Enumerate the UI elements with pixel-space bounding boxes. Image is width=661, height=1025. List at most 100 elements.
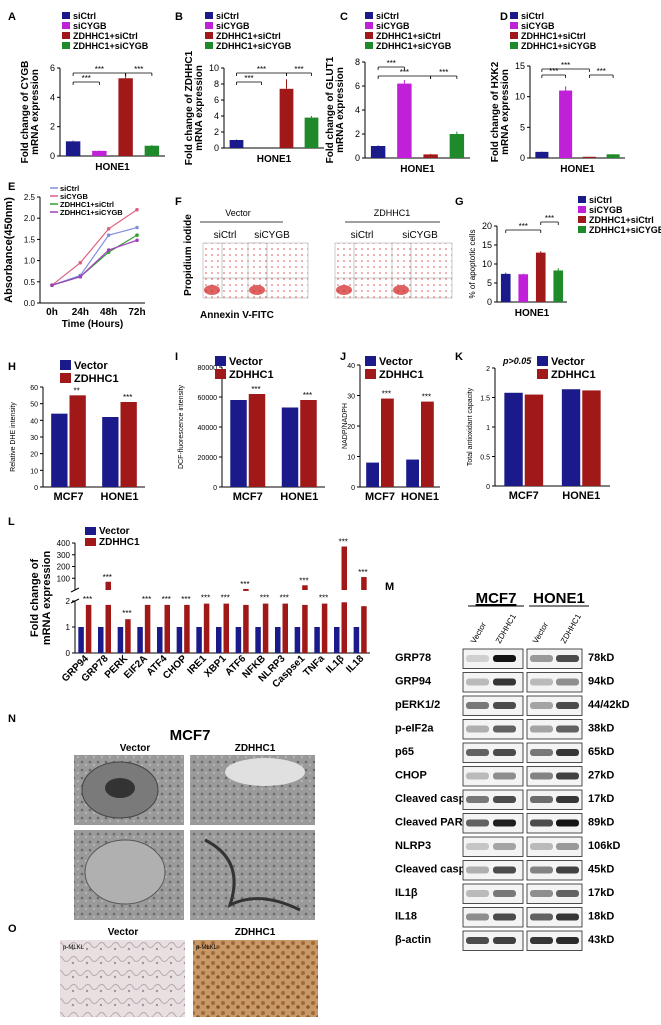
B-legend-label-1: siCYGB xyxy=(216,21,250,31)
l-bar-vector-13 xyxy=(333,627,340,653)
C-ytick-label: 8 xyxy=(355,57,360,67)
m-size-label-9: 45kD xyxy=(588,864,614,876)
m-band-6-2 xyxy=(530,796,553,803)
o-vector-label: Vector xyxy=(108,927,139,938)
chart-l-mrna: 012100200300400***GRP94***GRP78***PERK**… xyxy=(29,526,370,690)
l-sig-9: *** xyxy=(260,594,269,603)
A-legend-swatch-1 xyxy=(62,22,70,29)
B-ytick-label: 6 xyxy=(214,95,219,105)
G-legend-label-2: ZDHHC1+siCtrl xyxy=(589,215,654,225)
m-band-2-2 xyxy=(530,702,553,709)
l-sig-13: *** xyxy=(339,538,348,547)
panel-letter-l: L xyxy=(8,516,15,528)
D-sig-text-0: *** xyxy=(549,67,558,76)
e-point-1 xyxy=(135,207,139,212)
m-band-0-2 xyxy=(530,655,553,662)
A-legend-swatch-3 xyxy=(62,42,70,49)
H-bar-0-0 xyxy=(51,413,68,487)
A-bar-0 xyxy=(65,141,81,156)
B-legend-label-2: ZDHHC1+siCtrl xyxy=(216,31,281,41)
l-ytick-label: 0 xyxy=(66,649,71,658)
K-ytick-label: 1 xyxy=(486,425,490,432)
G-legend-swatch-0 xyxy=(578,196,586,203)
m-blot-hone1-11 xyxy=(526,907,583,928)
panel-letter-n: N xyxy=(8,713,16,725)
J-bar-1-0 xyxy=(406,459,419,487)
C-ylabel-2: mRNA expression xyxy=(335,67,346,153)
panel-letter-o: O xyxy=(8,923,17,935)
l-bar-vector-11 xyxy=(294,627,301,653)
l-sig-11: *** xyxy=(299,576,308,585)
G-ytick-label: 10 xyxy=(482,259,492,269)
m-band-2-1 xyxy=(493,702,516,709)
m-size-label-0: 78kD xyxy=(588,652,614,664)
l-bar-zdhhc1-12 xyxy=(321,603,328,653)
K-ytick-label: 0 xyxy=(486,484,490,491)
l-ytick-label: 200 xyxy=(57,563,71,572)
D-legend-swatch-2 xyxy=(510,32,518,39)
J-sig-1: *** xyxy=(422,393,431,402)
l-bar-vector-7 xyxy=(215,627,222,653)
m-blot-hone1-1 xyxy=(526,672,583,693)
B-legend-label-0: siCtrl xyxy=(216,11,239,21)
e-point-0 xyxy=(135,225,139,230)
l-sig-2: *** xyxy=(122,609,131,618)
l-bar-vector-8 xyxy=(235,627,242,653)
m-blot-hone1-9 xyxy=(526,860,583,881)
l-sig-14: *** xyxy=(358,568,367,577)
m-protein-label-3: p-eIF2a xyxy=(395,723,434,735)
C-sig-text-1: *** xyxy=(400,68,409,77)
l-bar-zdhhc1-5 xyxy=(184,604,190,653)
l-bar-vector-1 xyxy=(97,627,104,653)
l-sig-12: *** xyxy=(319,594,328,603)
m-band-11-0 xyxy=(466,913,489,921)
m-band-4-3 xyxy=(556,749,579,756)
l-sig-8: *** xyxy=(240,580,249,589)
C-bar-3 xyxy=(449,134,465,158)
I-bar-0-1 xyxy=(248,394,266,487)
e-ytick-label: 2.0 xyxy=(24,214,36,223)
C-legend-swatch-3 xyxy=(365,42,373,49)
l-ytick-label: 2 xyxy=(66,597,71,606)
D-bar-3 xyxy=(606,154,620,158)
m-band-5-0 xyxy=(466,772,489,780)
l-sig-7: *** xyxy=(221,594,230,603)
m-blot-hone1-2 xyxy=(526,695,583,716)
l-bar-zdhhc1-upper-14 xyxy=(361,577,367,590)
C-legend-swatch-0 xyxy=(365,12,373,19)
A-legend-swatch-2 xyxy=(62,32,70,39)
C-sig-text-0: *** xyxy=(387,59,396,68)
A-legend-label-0: siCtrl xyxy=(73,11,96,21)
G-legend-swatch-2 xyxy=(578,216,586,223)
G-ylabel: % of apoptotic cells xyxy=(468,230,477,299)
H-sig-0: ** xyxy=(74,386,80,395)
l-legend-label-1: ZDHHC1 xyxy=(99,537,140,548)
e-ytick-label: 0.0 xyxy=(24,299,36,308)
m-cell-hone1: HONE1 xyxy=(533,590,585,607)
m-size-label-6: 17kD xyxy=(588,793,614,805)
panel-letter-f: F xyxy=(175,196,182,208)
m-band-3-1 xyxy=(493,725,516,733)
m-band-1-3 xyxy=(556,678,579,686)
J-legend-label-0: Vector xyxy=(379,356,413,368)
m-band-0-0 xyxy=(466,655,489,662)
m-band-2-3 xyxy=(556,702,579,709)
e-series-line-0 xyxy=(51,226,138,286)
m-protein-label-1: GRP94 xyxy=(395,676,432,688)
l-xtick-label-13: IL1β xyxy=(324,653,346,675)
I-xtick-label: MCF7 xyxy=(233,491,263,503)
m-blot-hone1-5 xyxy=(526,766,583,787)
chart-e-absorbance: 0.0 0.5 1.0 1.5 2.0 2.5 0h 24h 48h 72h Time (Hours… xyxy=(3,184,146,330)
m-band-12-1 xyxy=(493,937,516,944)
I-xtick-label: HONE1 xyxy=(280,491,318,503)
B-sig-text-1: *** xyxy=(244,74,253,83)
m-band-10-3 xyxy=(556,890,579,897)
m-band-8-0 xyxy=(466,843,489,850)
l-ytick-label: 400 xyxy=(57,539,71,548)
J-legend-swatch-1 xyxy=(365,369,376,379)
l-bar-vector-3 xyxy=(137,627,143,653)
H-ylabel: Relative DHE intensity xyxy=(10,402,17,472)
o-stain-label-2: p-MLKL xyxy=(196,945,218,951)
K-bar-0-0 xyxy=(504,392,523,486)
chart-i-dcf: 0 20000 40000 60000 80000 *** MCF7 *** HONE1 DCF-… xyxy=(178,356,325,503)
